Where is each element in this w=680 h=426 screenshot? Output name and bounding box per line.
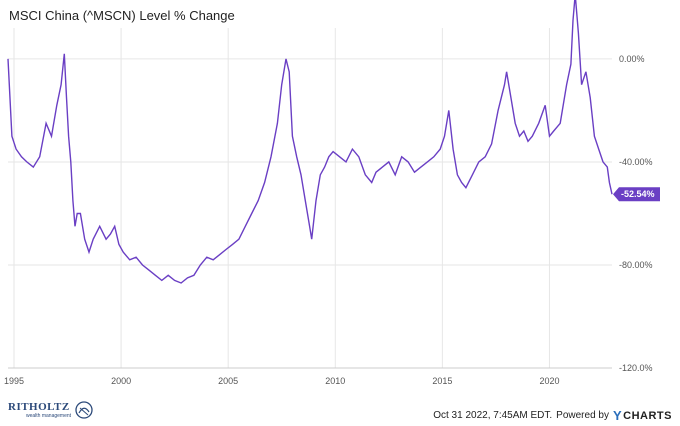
footer-timestamp: Oct 31 2022, 7:45AM EDT. [433,410,553,421]
x-tick-label: 1995 [4,376,24,386]
x-tick-label: 2005 [218,376,238,386]
footer-attribution: Oct 31 2022, 7:45AM EDT. Powered by Y CH… [433,408,672,423]
chart-grid [8,28,612,369]
ycharts-y-icon: Y [612,408,623,423]
logo-name: RITHOLTZ [8,400,70,413]
logo-subtitle: wealth management [26,412,72,419]
x-tick-label: 2015 [432,376,452,386]
x-tick-label: 2010 [325,376,345,386]
y-tick-label: -80.00% [619,260,653,270]
y-tick-label: 0.00% [619,54,645,64]
y-axis-ticks: 0.00% -40.00% -80.00% -120.0% [619,54,653,373]
y-tick-label: -120.0% [619,363,653,373]
footer-powered-by: Powered by [556,410,609,421]
logo-emblem-icon [75,401,93,419]
ycharts-logo: Y CHARTS [613,408,672,423]
last-value-badge: -52.54% [613,187,660,202]
x-axis-ticks: 1995 2000 2005 2010 2015 2020 [4,376,559,386]
x-tick-label: 2000 [111,376,131,386]
chart-title: MSCI China (^MSCN) Level % Change [9,8,235,23]
last-value-badge-bg [613,187,660,202]
last-value-label: -52.54% [621,189,655,199]
y-tick-label: -40.00% [619,157,653,167]
series-line [7,0,613,284]
ritholtz-logo: RITHOLTZ wealth management [8,400,94,420]
x-tick-label: 2020 [539,376,559,386]
ycharts-brand-text: CHARTS [623,409,672,422]
